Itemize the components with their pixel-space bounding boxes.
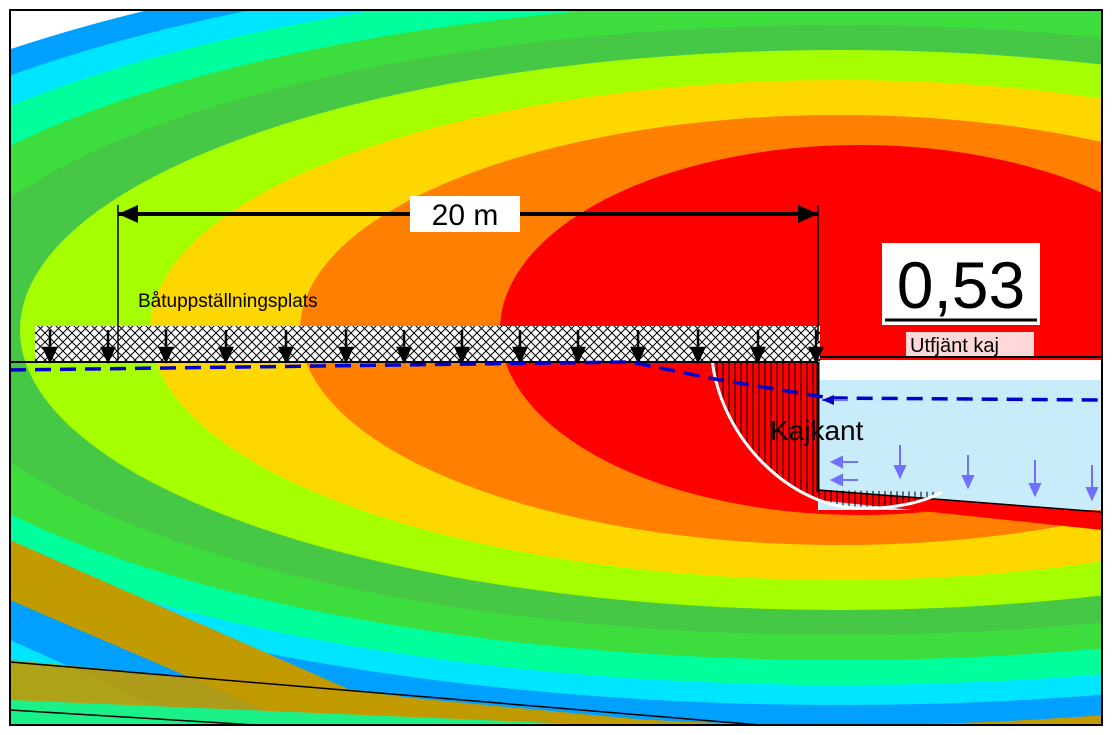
quay-water-region [816, 340, 1102, 530]
safety-factor-value: 0,53 [897, 248, 1025, 322]
min-factor-marker [872, 339, 884, 351]
quay-note-label: Utfjänt kaj [910, 335, 999, 357]
water-level-marker [822, 395, 848, 405]
groundwater-line [10, 360, 1102, 402]
load-area-label: Båtuppställningsplats [138, 291, 318, 312]
diagram-frame [9, 9, 1103, 726]
dimension-label: 20 m [432, 199, 499, 232]
dimension-line: 20 m [117, 196, 819, 360]
water-pressure-arrows [829, 445, 1099, 502]
load-arrows [42, 330, 824, 364]
quay-edge-label: Kajkant [770, 415, 864, 446]
safety-factor-box: 0,53 [882, 243, 1040, 325]
